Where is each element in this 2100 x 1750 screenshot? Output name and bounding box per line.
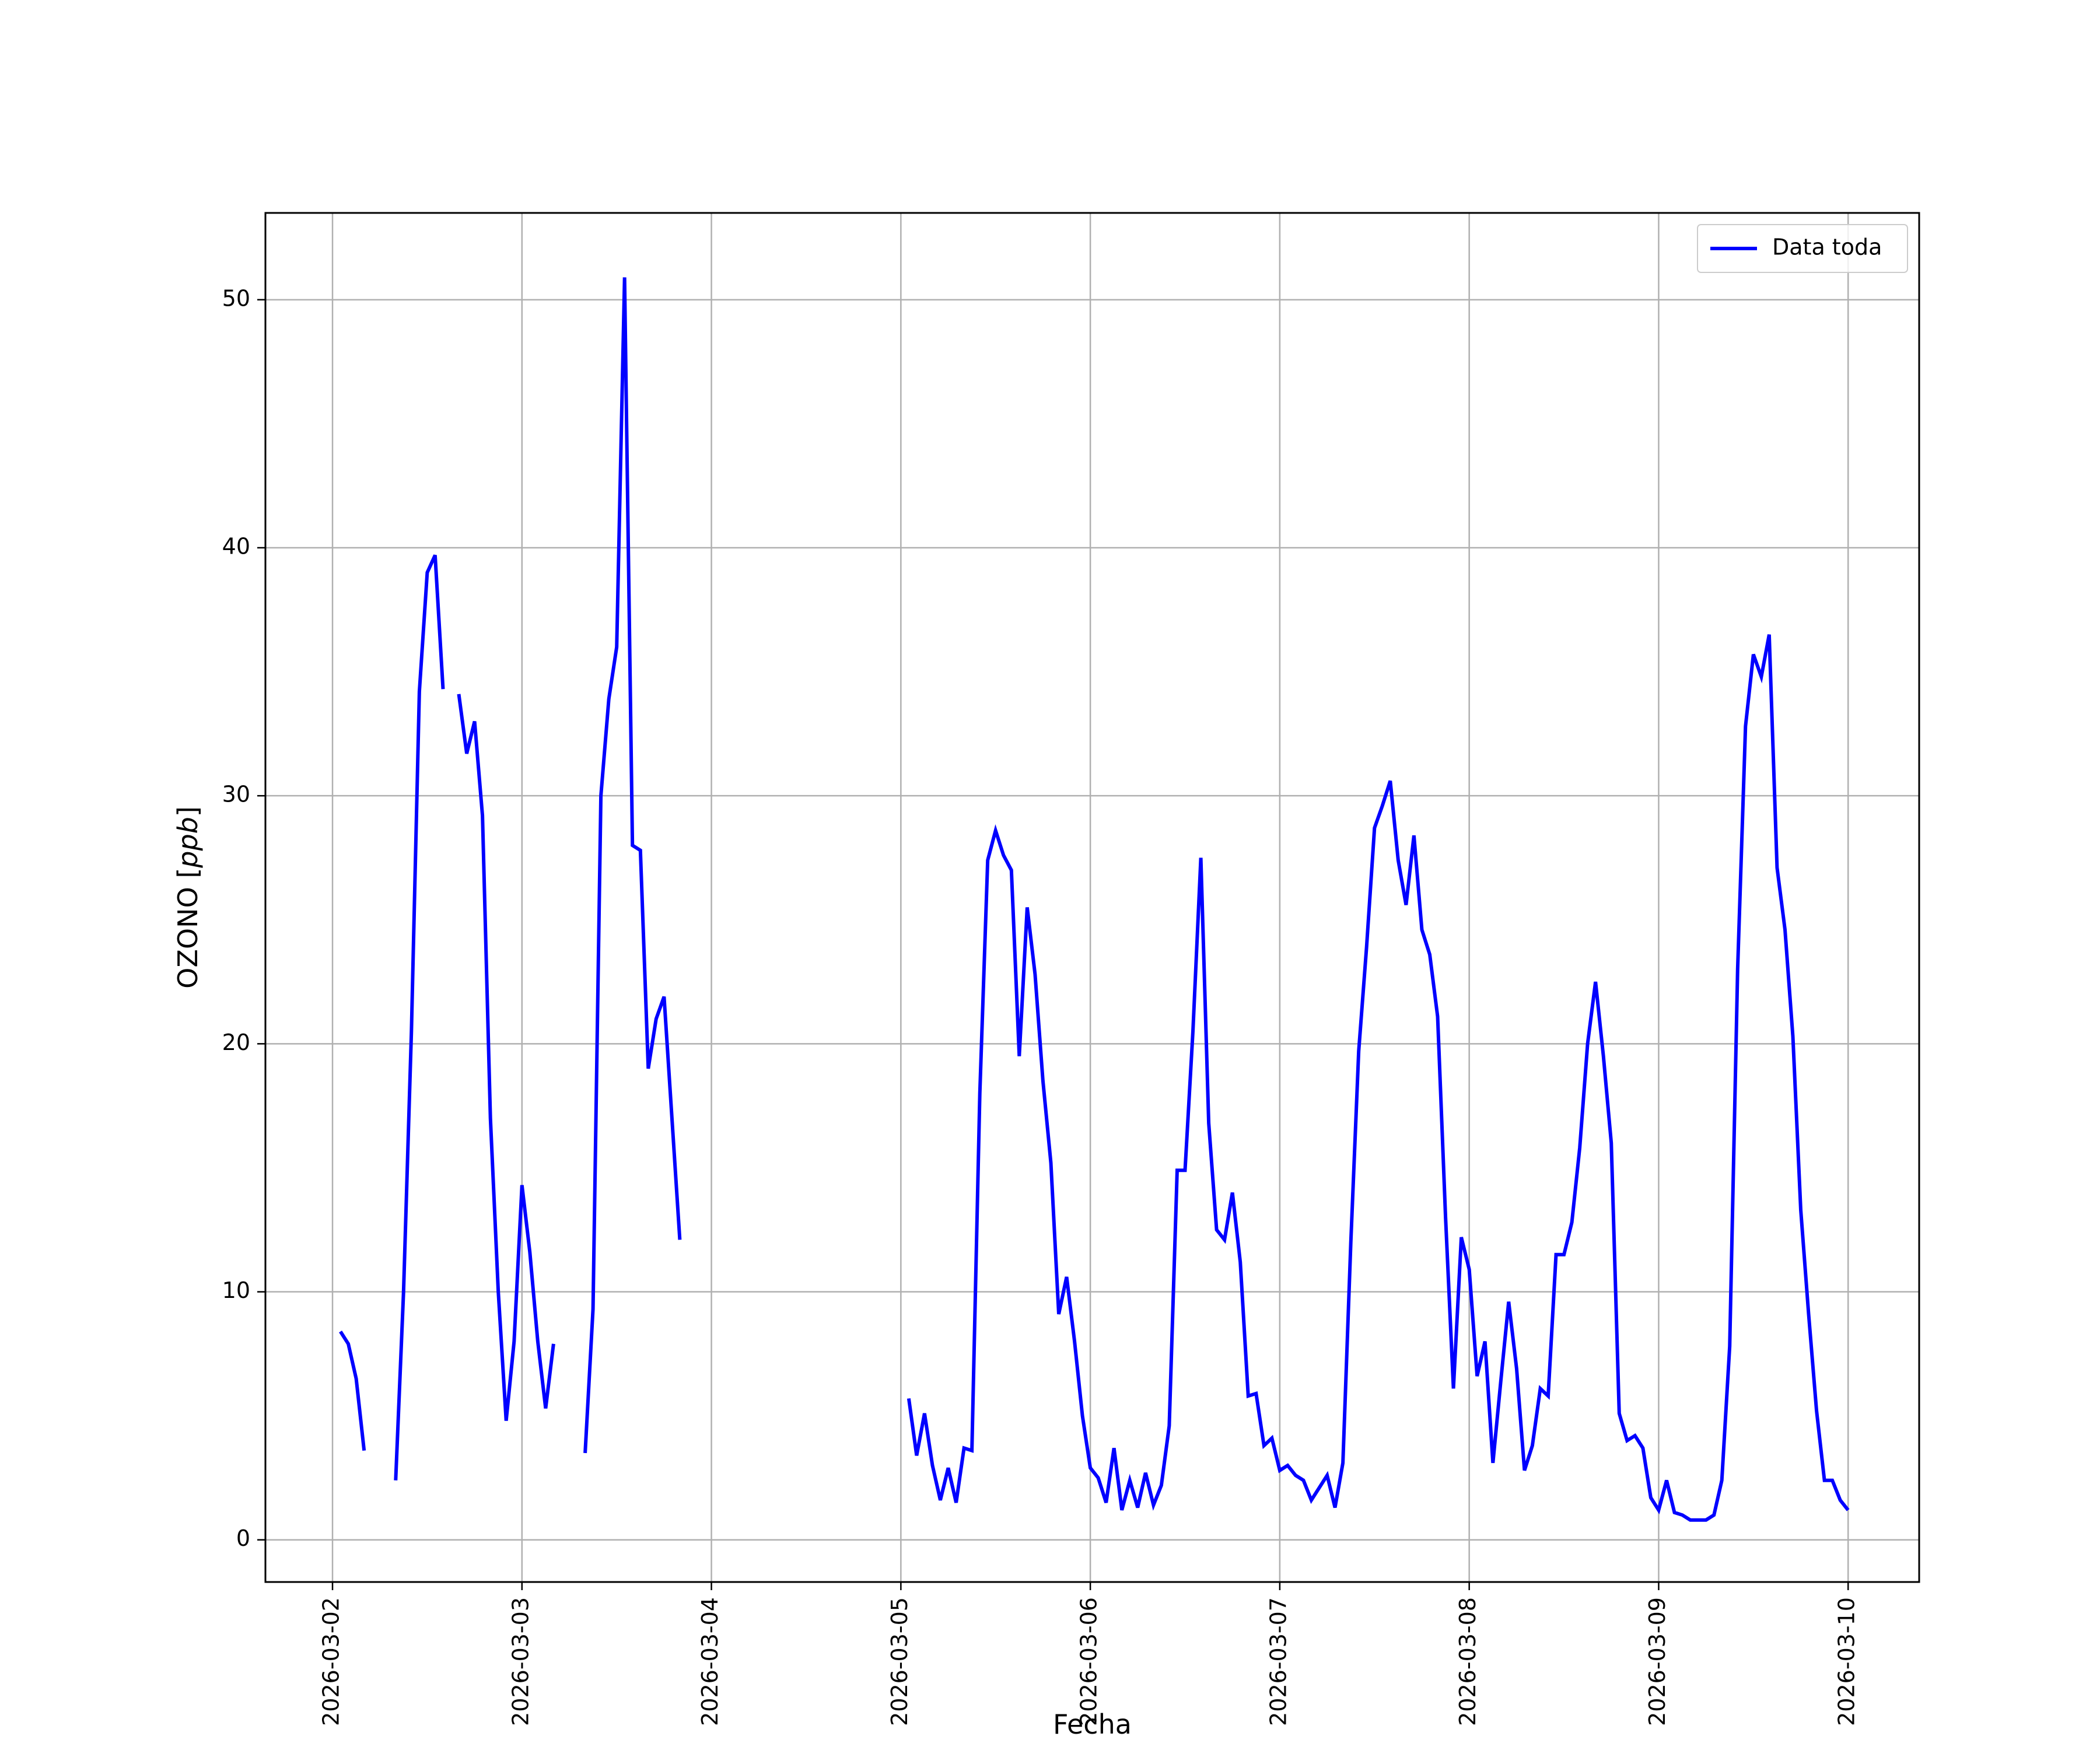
x-axis-label: Fecha: [1053, 1709, 1132, 1740]
y-axis-label: OZONO [ppb]: [172, 806, 204, 989]
series-data-toda: [339, 277, 1850, 1522]
legend: Data toda: [1697, 224, 1908, 273]
y-tick-label: 40: [222, 533, 250, 559]
x-tick-label: 2026-03-03: [508, 1597, 533, 1726]
x-tick-label: 2026-03-04: [697, 1597, 723, 1726]
y-tick-label: 10: [222, 1278, 250, 1303]
legend-label-data-toda: Data toda: [1772, 235, 1882, 260]
y-axis-label-unit: ppb: [172, 817, 204, 869]
series-line-segment: [907, 634, 1850, 1522]
x-tick-label: 2026-03-09: [1644, 1597, 1670, 1726]
x-tick-label: 2026-03-02: [318, 1597, 344, 1726]
x-tick-label: 2026-03-07: [1265, 1597, 1291, 1726]
plot-area-frame: [264, 212, 1920, 1583]
y-axis-label-suffix: ]: [172, 806, 204, 817]
series-line-segment: [339, 1330, 366, 1451]
y-axis-ticks: 0 10 20 30 40 50: [222, 285, 265, 1551]
x-tick-label: 2026-03-08: [1455, 1597, 1480, 1726]
x-tick-label: 2026-03-10: [1834, 1597, 1860, 1726]
y-tick-label: 20: [222, 1030, 250, 1055]
legend-box: [1697, 224, 1908, 273]
y-tick-label: 0: [236, 1525, 250, 1551]
y-tick-label: 50: [222, 285, 250, 311]
series-line-segment: [394, 554, 445, 1480]
x-tick-label: 2026-03-06: [1076, 1597, 1102, 1726]
x-tick-label: 2026-03-05: [887, 1597, 912, 1726]
series-line-segment: [457, 694, 555, 1421]
series-line-segment: [583, 277, 682, 1454]
x-axis-ticks: 2026-03-02 2026-03-03 2026-03-04 2026-03-05…: [318, 1582, 1860, 1726]
grid: [265, 213, 1919, 1582]
y-tick-label: 30: [222, 782, 250, 807]
y-axis-label-prefix: OZONO [: [172, 868, 204, 989]
